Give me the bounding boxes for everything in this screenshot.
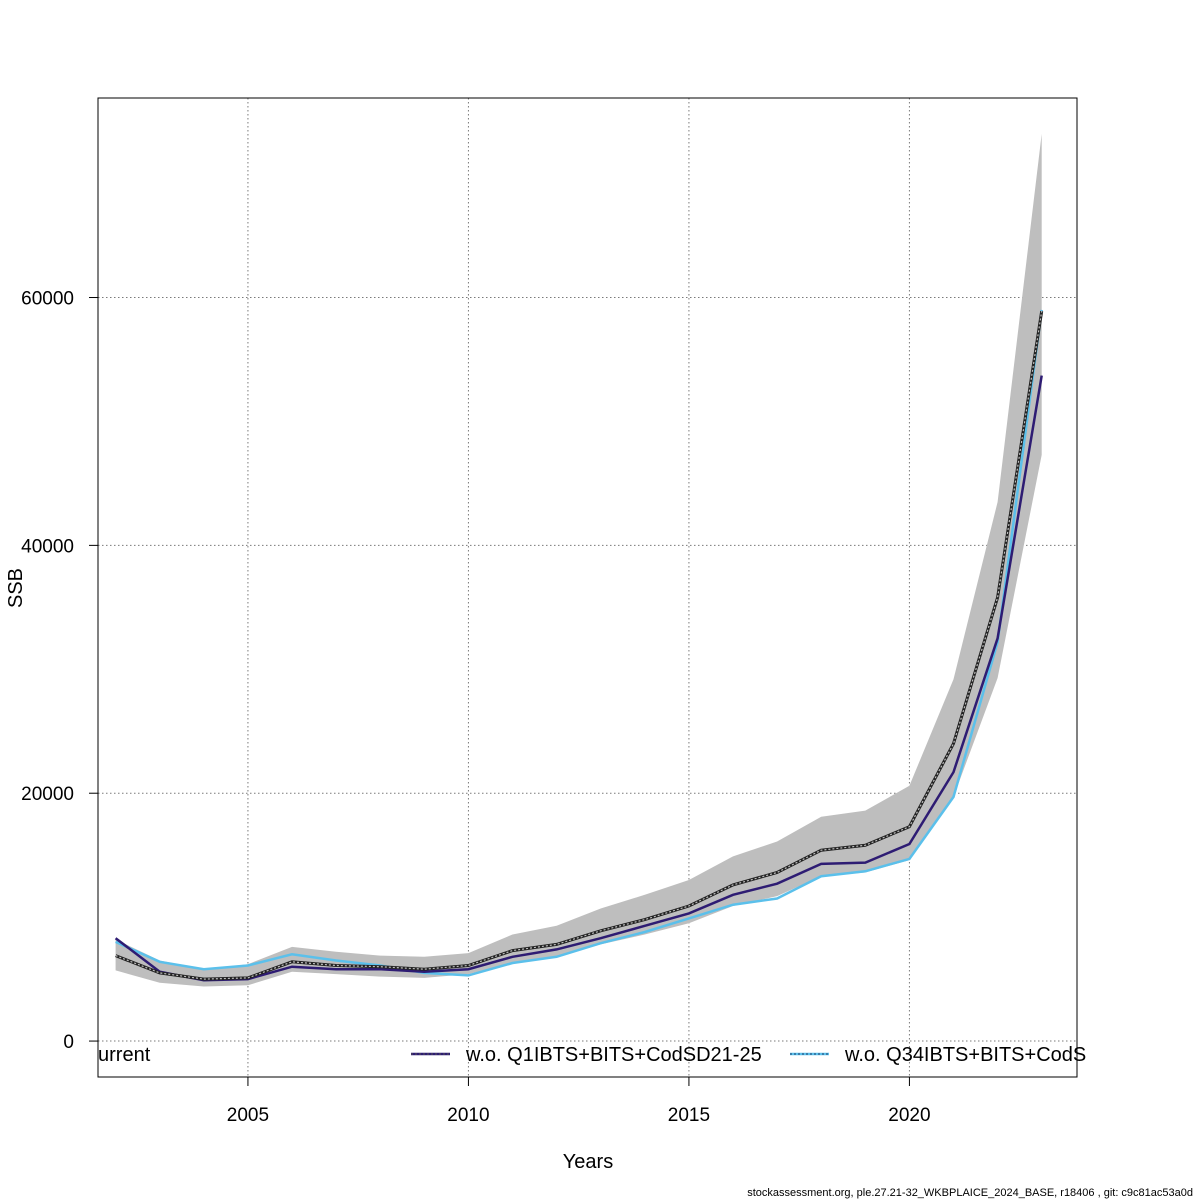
legend-label-q34: w.o. Q34IBTS+BITS+CodS <box>844 1044 1086 1066</box>
y-axis: 0 20000 40000 60000 <box>21 289 98 1053</box>
series-line-1 <box>114 375 1043 982</box>
series-line-2 <box>115 309 1043 977</box>
footer-text: stockassessment.org, ple.27.21-32_WKBPLA… <box>747 1187 1193 1199</box>
x-axis-title: Years <box>563 1151 613 1173</box>
y-tick-label: 60000 <box>21 289 74 310</box>
x-tick-label: 2015 <box>668 1105 710 1126</box>
grid-lines <box>98 98 1077 1077</box>
series-lines <box>114 309 1044 982</box>
x-tick-label: 2020 <box>888 1105 930 1126</box>
y-tick-label: 20000 <box>21 784 74 805</box>
legend-label-current: urrent <box>98 1044 151 1066</box>
legend-label-q1: w.o. Q1IBTS+BITS+CodSD21-25 <box>465 1044 762 1066</box>
y-tick-label: 0 <box>63 1032 74 1053</box>
x-tick-label: 2005 <box>227 1105 269 1126</box>
y-axis-title: SSB <box>5 568 27 608</box>
series-line-current-dash <box>115 311 1043 980</box>
x-axis: 2005 2010 2015 2020 <box>227 1077 931 1126</box>
legend: urrent w.o. Q1IBTS+BITS+CodSD21-25 w.o. Q3… <box>98 1044 1086 1066</box>
plot-frame <box>97 97 1078 1078</box>
x-tick-label: 2010 <box>447 1105 489 1126</box>
y-tick-label: 40000 <box>21 536 74 557</box>
